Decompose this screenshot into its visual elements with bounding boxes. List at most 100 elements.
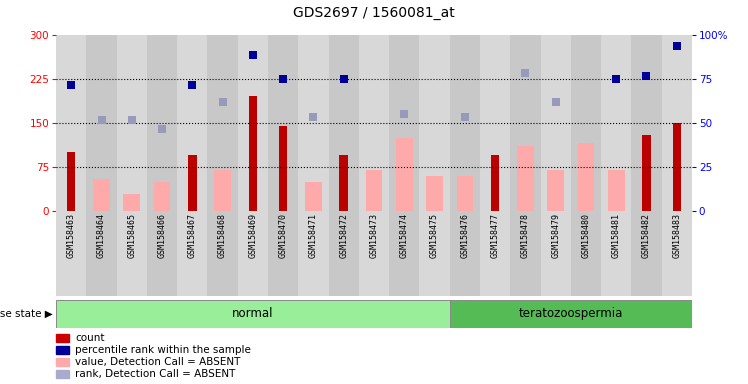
Text: GSM158483: GSM158483 xyxy=(672,213,681,258)
Text: GSM158469: GSM158469 xyxy=(248,213,257,258)
Point xyxy=(247,52,259,58)
Bar xyxy=(56,35,86,211)
Text: GSM158480: GSM158480 xyxy=(581,213,590,258)
Text: GSM158466: GSM158466 xyxy=(158,213,167,258)
Bar xyxy=(450,211,480,296)
Point xyxy=(338,76,350,82)
Bar xyxy=(510,211,541,296)
Bar xyxy=(188,155,197,211)
Bar xyxy=(450,300,692,328)
Point xyxy=(671,43,683,50)
Point xyxy=(96,117,108,123)
Bar xyxy=(510,35,541,211)
Bar xyxy=(305,182,322,211)
Bar xyxy=(147,35,177,211)
Point xyxy=(217,99,229,105)
Text: GSM158472: GSM158472 xyxy=(340,213,349,258)
Bar xyxy=(56,346,70,354)
Text: GSM158477: GSM158477 xyxy=(491,213,500,258)
Text: GSM158478: GSM158478 xyxy=(521,213,530,258)
Text: GSM158473: GSM158473 xyxy=(370,213,378,258)
Bar xyxy=(298,35,328,211)
Bar xyxy=(601,211,631,296)
Bar xyxy=(548,170,564,211)
Point xyxy=(610,76,622,82)
Point xyxy=(278,76,289,82)
Point xyxy=(156,126,168,132)
Bar xyxy=(279,126,287,211)
Bar xyxy=(480,211,510,296)
Bar xyxy=(56,370,70,379)
Bar xyxy=(56,300,450,328)
Bar xyxy=(340,155,348,211)
Bar xyxy=(238,211,268,296)
Bar xyxy=(147,211,177,296)
Bar xyxy=(662,211,692,296)
Bar xyxy=(207,211,238,296)
Bar xyxy=(123,194,140,211)
Text: GSM158475: GSM158475 xyxy=(430,213,439,258)
Text: GSM158471: GSM158471 xyxy=(309,213,318,258)
Bar xyxy=(154,182,171,211)
Bar xyxy=(480,35,510,211)
Bar xyxy=(268,35,298,211)
Bar xyxy=(359,35,389,211)
Text: GSM158479: GSM158479 xyxy=(551,213,560,258)
Text: normal: normal xyxy=(232,308,274,320)
Text: percentile rank within the sample: percentile rank within the sample xyxy=(75,345,251,355)
Bar xyxy=(517,146,534,211)
Bar xyxy=(631,35,662,211)
Bar xyxy=(389,35,420,211)
Bar xyxy=(420,211,450,296)
Bar xyxy=(248,96,257,211)
Text: GSM158482: GSM158482 xyxy=(642,213,651,258)
Bar xyxy=(94,179,110,211)
Bar xyxy=(643,135,651,211)
Bar xyxy=(177,35,207,211)
Bar xyxy=(328,211,359,296)
Text: GSM158467: GSM158467 xyxy=(188,213,197,258)
Point xyxy=(65,81,77,88)
Point xyxy=(519,70,531,76)
Bar xyxy=(56,334,70,343)
Bar xyxy=(396,137,413,211)
Text: teratozoospermia: teratozoospermia xyxy=(518,308,623,320)
Bar xyxy=(366,170,382,211)
Text: GSM158470: GSM158470 xyxy=(279,213,288,258)
Bar xyxy=(359,211,389,296)
Bar xyxy=(86,211,117,296)
Bar xyxy=(601,35,631,211)
Bar xyxy=(577,144,594,211)
Bar xyxy=(207,35,238,211)
Bar xyxy=(56,211,86,296)
Bar xyxy=(56,358,70,366)
Bar xyxy=(608,170,625,211)
Point xyxy=(307,114,319,120)
Bar xyxy=(541,211,571,296)
Bar xyxy=(86,35,117,211)
Text: count: count xyxy=(75,333,105,343)
Point xyxy=(550,99,562,105)
Bar xyxy=(238,35,268,211)
Text: GDS2697 / 1560081_at: GDS2697 / 1560081_at xyxy=(293,6,455,20)
Bar xyxy=(571,35,601,211)
Bar xyxy=(328,35,359,211)
Bar xyxy=(268,211,298,296)
Text: GSM158481: GSM158481 xyxy=(612,213,621,258)
Bar xyxy=(117,35,147,211)
Text: value, Detection Call = ABSENT: value, Detection Call = ABSENT xyxy=(75,357,241,367)
Bar xyxy=(491,155,500,211)
Bar xyxy=(389,211,420,296)
Bar xyxy=(298,211,328,296)
Text: rank, Detection Call = ABSENT: rank, Detection Call = ABSENT xyxy=(75,369,236,379)
Bar xyxy=(177,211,207,296)
Point xyxy=(459,114,470,120)
Text: GSM158468: GSM158468 xyxy=(218,213,227,258)
Text: GSM158464: GSM158464 xyxy=(97,213,106,258)
Bar xyxy=(420,35,450,211)
Bar xyxy=(117,211,147,296)
Bar xyxy=(214,170,231,211)
Bar xyxy=(571,211,601,296)
Bar xyxy=(456,176,473,211)
Point xyxy=(126,117,138,123)
